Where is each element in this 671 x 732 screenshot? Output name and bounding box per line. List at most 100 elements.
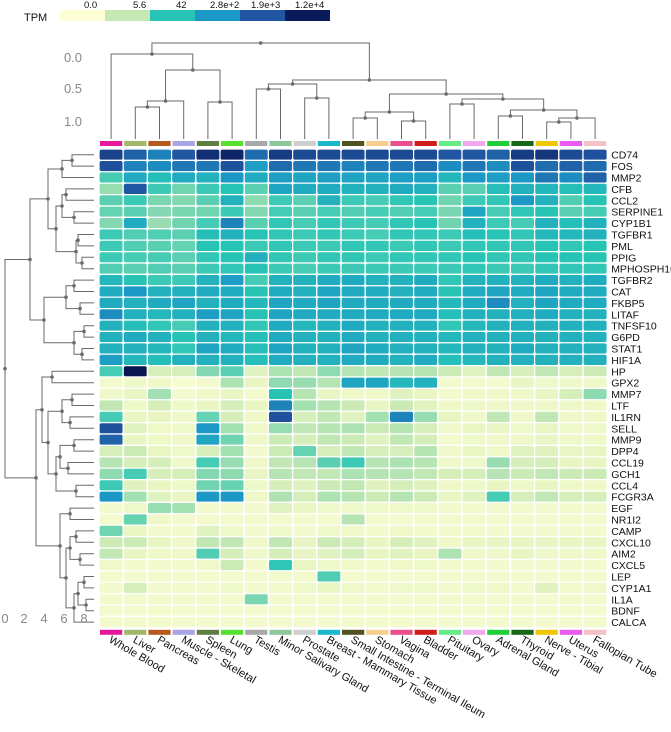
heatmap-cell bbox=[98, 410, 124, 424]
heatmap-cell bbox=[509, 433, 536, 446]
colorbar-tick-label: 5.6 bbox=[133, 0, 146, 11]
row-dendrogram-branch bbox=[81, 256, 94, 270]
gene-label: GPX2 bbox=[611, 378, 639, 390]
heatmap-cell bbox=[98, 239, 124, 253]
heatmap-cell bbox=[558, 570, 584, 583]
heatmap-cell bbox=[388, 581, 415, 595]
heatmap-cell bbox=[122, 296, 148, 310]
heatmap-cell bbox=[509, 228, 536, 241]
heatmap-cell bbox=[122, 308, 148, 321]
heatmap-cell bbox=[146, 330, 173, 344]
heatmap-cell bbox=[122, 547, 148, 560]
heatmap-cell bbox=[292, 558, 318, 572]
column-dendrogram-tick: 0.5 bbox=[64, 81, 82, 96]
heatmap-cell bbox=[122, 535, 148, 549]
heatmap-cell bbox=[485, 604, 512, 617]
heatmap-cell bbox=[98, 399, 124, 412]
heatmap-cell bbox=[171, 513, 197, 526]
heatmap-cell bbox=[461, 581, 487, 595]
colorbar-tick-label: 0.0 bbox=[84, 0, 97, 11]
heatmap-cell bbox=[122, 501, 148, 515]
heatmap-cell bbox=[364, 308, 391, 321]
heatmap-cell bbox=[558, 410, 584, 424]
heatmap-cell bbox=[98, 365, 124, 378]
heatmap-cell bbox=[267, 524, 294, 538]
heatmap-cell bbox=[146, 513, 173, 526]
heatmap-cell bbox=[364, 205, 391, 218]
heatmap-cell bbox=[122, 444, 148, 458]
heatmap-cell bbox=[509, 296, 536, 310]
row-dendrogram-branch bbox=[79, 553, 94, 566]
heatmap-cell bbox=[146, 410, 173, 424]
heatmap-cell bbox=[461, 479, 487, 492]
heatmap-cell bbox=[485, 501, 512, 515]
heatmap-cell bbox=[437, 194, 463, 207]
heatmap-cell bbox=[171, 308, 197, 321]
heatmap-cell bbox=[292, 535, 318, 549]
heatmap-cell bbox=[461, 273, 487, 287]
heatmap-cell bbox=[388, 365, 415, 378]
heatmap-cell bbox=[582, 490, 608, 503]
heatmap-cell bbox=[146, 547, 173, 560]
heatmap-cell bbox=[509, 171, 536, 184]
heatmap-cell bbox=[582, 479, 608, 492]
heatmap-cell bbox=[171, 524, 197, 538]
heatmap-cell bbox=[122, 182, 148, 196]
heatmap-cell bbox=[171, 604, 197, 617]
heatmap-cell bbox=[461, 159, 487, 173]
heatmap-cell bbox=[509, 148, 536, 161]
heatmap-cell bbox=[219, 330, 245, 344]
heatmap-cell bbox=[146, 592, 173, 606]
heatmap-cell bbox=[437, 205, 463, 218]
heatmap-cell bbox=[146, 490, 173, 503]
heatmap-cell bbox=[219, 194, 245, 207]
gene-labels: CD74FOSMMP2CFBCCL2SERPINE1CYP1B1TGFBR1PM… bbox=[611, 150, 671, 629]
heatmap-cell bbox=[195, 535, 221, 549]
row-dendrogram-node bbox=[3, 366, 7, 371]
heatmap-cell bbox=[413, 570, 439, 583]
heatmap-cell bbox=[485, 148, 512, 161]
heatmap-cell bbox=[146, 148, 173, 161]
heatmap-cell bbox=[340, 171, 366, 184]
row-dendrogram-tick: 8 bbox=[80, 611, 87, 626]
heatmap-cell bbox=[267, 273, 294, 287]
heatmap-cell bbox=[533, 615, 560, 629]
heatmap-cell bbox=[558, 319, 584, 332]
heatmap-cell bbox=[292, 513, 318, 526]
heatmap-cell bbox=[582, 456, 608, 469]
heatmap-cell bbox=[146, 444, 173, 458]
heatmap-cell bbox=[533, 501, 560, 515]
heatmap-cell bbox=[388, 216, 415, 230]
heatmap-cell bbox=[437, 330, 463, 344]
heatmap-cell bbox=[98, 159, 124, 173]
heatmap-cell bbox=[316, 228, 342, 241]
heatmap-cell bbox=[98, 467, 124, 481]
heatmap-cell bbox=[219, 308, 245, 321]
heatmap-cell bbox=[267, 376, 294, 389]
heatmap-cell bbox=[316, 239, 342, 253]
heatmap-cell bbox=[195, 592, 221, 606]
heatmap-cell bbox=[364, 273, 391, 287]
heatmap-cell bbox=[292, 194, 318, 207]
colorbar-swatch bbox=[285, 10, 330, 21]
heatmap-cell bbox=[146, 581, 173, 595]
row-dendrogram-tick: 4 bbox=[40, 611, 47, 626]
heatmap-cell bbox=[485, 444, 512, 458]
heatmap-cell bbox=[243, 342, 269, 355]
heatmap-cell bbox=[171, 330, 197, 344]
heatmap-cell bbox=[509, 251, 536, 264]
heatmap-cell bbox=[413, 467, 439, 481]
heatmap-cell bbox=[582, 251, 608, 264]
heatmap-cell bbox=[98, 570, 124, 583]
heatmap-cell bbox=[243, 615, 269, 629]
heatmap-cell bbox=[388, 296, 415, 310]
heatmap-cell bbox=[122, 365, 148, 378]
heatmap-cell bbox=[461, 262, 487, 275]
tissue-color-swatch bbox=[172, 141, 195, 146]
gene-label: STAT1 bbox=[611, 344, 642, 356]
heatmap-cell bbox=[364, 148, 391, 161]
heatmap-cell bbox=[437, 535, 463, 549]
gene-label: SERPINE1 bbox=[611, 207, 663, 219]
heatmap-cell bbox=[195, 353, 221, 367]
heatmap-cell bbox=[292, 433, 318, 446]
